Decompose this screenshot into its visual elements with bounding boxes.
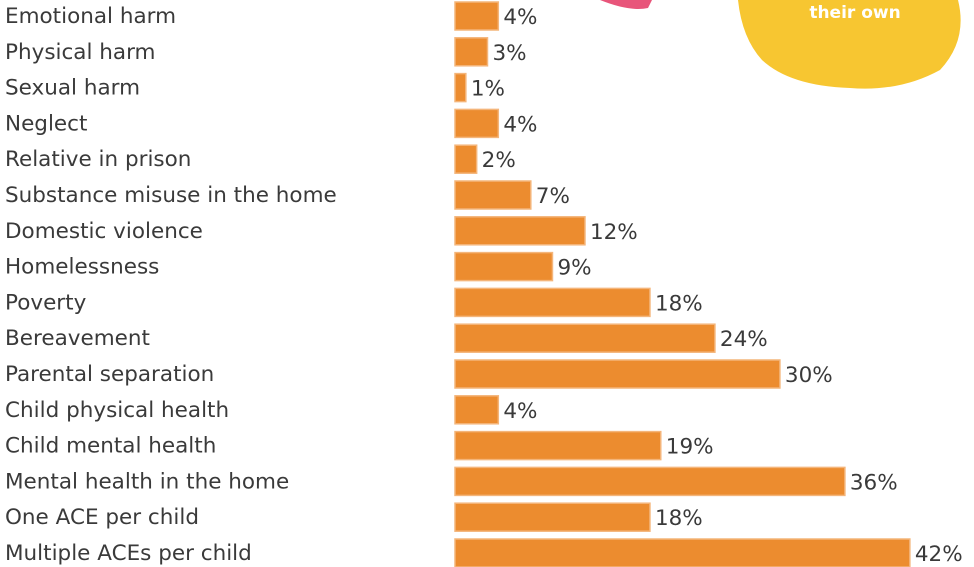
value-label: 7% (536, 184, 570, 209)
sun-badge (738, 0, 961, 89)
value-label: 18% (655, 506, 703, 531)
category-label: Neglect (5, 111, 87, 136)
bar (454, 395, 500, 425)
category-label: Parental separation (5, 362, 214, 387)
category-label: Poverty (5, 290, 87, 315)
category-label: Mental health in the home (5, 469, 289, 494)
value-label: 36% (850, 470, 898, 495)
value-label: 3% (492, 41, 526, 66)
value-label: 19% (666, 435, 714, 460)
bar (454, 323, 716, 353)
value-label: 4% (503, 112, 537, 137)
category-label: Domestic violence (5, 219, 203, 244)
value-label: 4% (503, 399, 537, 424)
bar (454, 287, 651, 318)
bar (454, 466, 846, 497)
category-label: Physical harm (5, 40, 156, 65)
category-label: Child physical health (5, 398, 229, 423)
bar (454, 144, 478, 174)
category-label: Relative in prison (5, 147, 191, 172)
value-label: 18% (655, 291, 703, 316)
category-label: Child mental health (5, 434, 216, 459)
bar (454, 180, 532, 210)
bar (454, 251, 554, 282)
value-label: 9% (557, 256, 591, 281)
category-label: Emotional harm (5, 4, 176, 29)
category-label: Multiple ACEs per child (5, 541, 252, 566)
category-label: Homelessness (5, 255, 159, 280)
annotation: their own (809, 3, 900, 23)
value-label: 2% (482, 148, 516, 173)
category-label: Bereavement (5, 326, 150, 351)
value-label: 30% (785, 363, 833, 388)
bar (454, 108, 500, 139)
bar (454, 216, 586, 246)
value-label: 42% (915, 542, 963, 567)
category-label: Sexual harm (5, 76, 140, 101)
value-label: 24% (720, 327, 768, 352)
category-label: One ACE per child (5, 505, 199, 530)
value-label: 4% (503, 5, 537, 30)
bar (454, 1, 500, 31)
bar (454, 502, 651, 532)
value-label: 12% (590, 220, 638, 245)
bar (454, 37, 489, 67)
bar (454, 72, 467, 103)
bar (454, 430, 662, 461)
category-label: Substance misuse in the home (5, 183, 337, 208)
bar (454, 538, 911, 567)
decoration (600, 0, 652, 9)
bar (454, 359, 781, 389)
value-label: 1% (471, 77, 505, 102)
